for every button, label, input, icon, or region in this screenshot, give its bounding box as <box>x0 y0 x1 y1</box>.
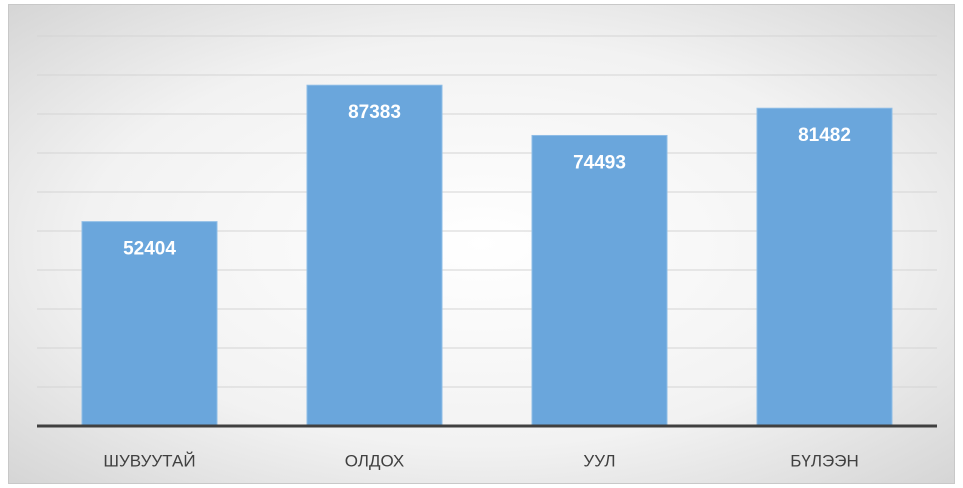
bar <box>306 84 443 427</box>
x-tick-label: УУЛ <box>583 451 615 470</box>
data-label: 74493 <box>573 152 626 173</box>
bar <box>756 107 893 427</box>
x-tick-label: ОЛДОХ <box>345 451 405 470</box>
data-label: 87383 <box>348 102 401 123</box>
data-label: 81482 <box>798 125 851 146</box>
data-label: 52404 <box>123 239 176 260</box>
bar <box>531 134 668 427</box>
bar <box>81 221 218 427</box>
x-tick-label: БҮЛЭЭН <box>790 451 858 470</box>
x-tick-label: ШУВУУТАЙ <box>103 451 195 470</box>
